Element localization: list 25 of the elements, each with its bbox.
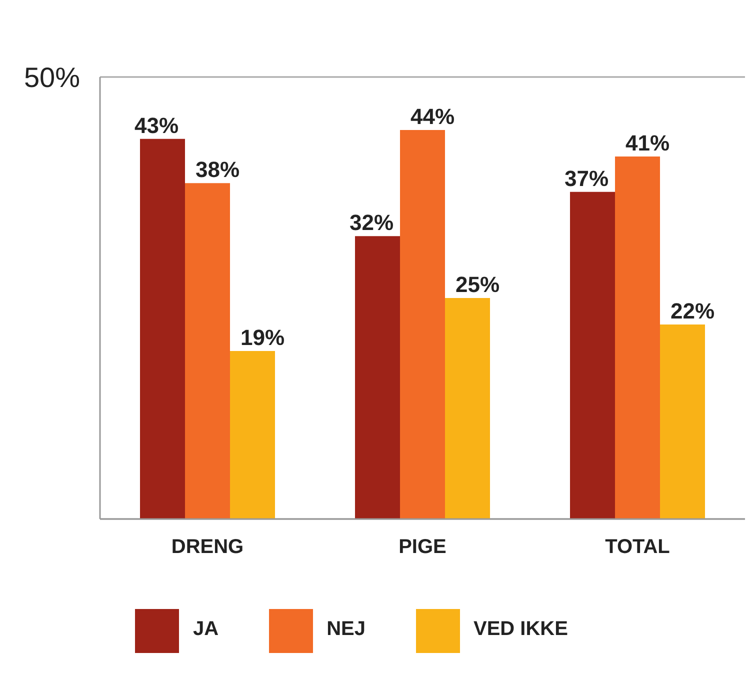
legend-label: VED IKKE xyxy=(474,618,568,640)
text: 43% xyxy=(134,112,179,138)
text: 38% xyxy=(195,157,240,182)
text: 44% xyxy=(410,104,455,130)
bar xyxy=(570,192,615,519)
bar xyxy=(615,156,660,519)
bar xyxy=(230,351,275,519)
bar xyxy=(140,138,185,519)
text: 22% xyxy=(670,298,715,324)
x-tick-label: DRENG xyxy=(171,536,244,558)
text: 32% xyxy=(349,210,394,236)
bar xyxy=(445,298,490,519)
x-tick-label: TOTAL xyxy=(605,536,670,558)
text: 37% xyxy=(564,166,609,191)
text: 25% xyxy=(455,272,500,297)
text: 41% xyxy=(625,130,670,156)
x-tick-label: PIGE xyxy=(398,536,446,558)
bar xyxy=(355,236,400,519)
bar xyxy=(185,183,230,519)
bar xyxy=(660,324,705,519)
legend-label: NEJ xyxy=(326,618,366,640)
text: 19% xyxy=(240,325,285,350)
bar xyxy=(400,130,445,519)
legend-label: JA xyxy=(193,618,219,640)
y-tick-label: 50% xyxy=(24,62,80,93)
